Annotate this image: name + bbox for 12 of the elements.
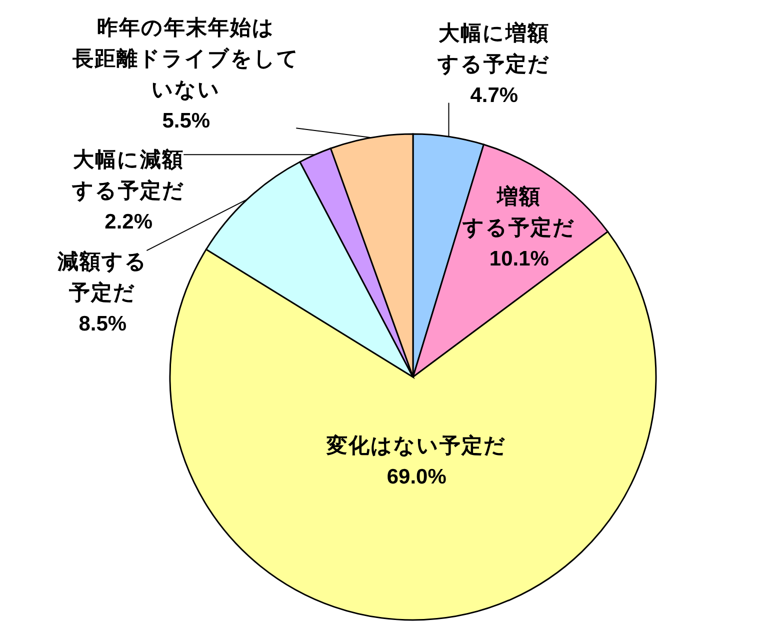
slice-label: 昨年の年末年始は長距離ドライブをしていない bbox=[72, 15, 300, 102]
data-label: 8.5% bbox=[78, 312, 127, 336]
slice-label: 大幅に減額する予定だ bbox=[71, 148, 186, 203]
data-label: 5.5% bbox=[162, 109, 210, 132]
slice-label: 増額する予定だ bbox=[462, 184, 576, 240]
data-label: 2.2% bbox=[104, 210, 153, 234]
data-label: 10.1% bbox=[489, 248, 550, 271]
slice-label: 減額する予定だ bbox=[56, 250, 148, 305]
data-label: 69.0% bbox=[386, 466, 447, 489]
data-label: 4.7% bbox=[470, 84, 518, 107]
slice-label: 大幅に増額する予定だ bbox=[436, 20, 551, 76]
slice-label: 変化はない予定だ bbox=[326, 434, 507, 458]
